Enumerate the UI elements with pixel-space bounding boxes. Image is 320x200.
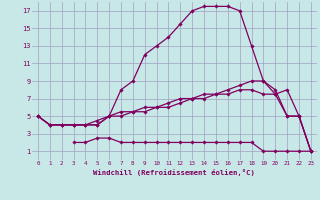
X-axis label: Windchill (Refroidissement éolien,°C): Windchill (Refroidissement éolien,°C) [93,169,255,176]
